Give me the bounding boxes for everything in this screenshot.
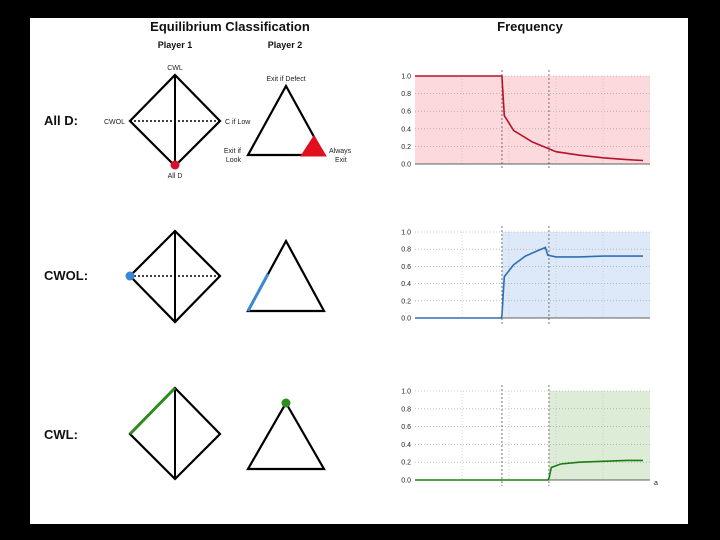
shaded-region xyxy=(548,391,650,480)
y-tick-label: 0.8 xyxy=(401,247,411,254)
player2-header: Player 2 xyxy=(268,40,303,50)
classification-header: Equilibrium Classification xyxy=(150,19,310,34)
cwol-marker xyxy=(125,271,135,281)
cwl-edge-marker xyxy=(128,386,177,436)
row-label-cwol: CWOL: xyxy=(44,268,88,283)
triangle-outline xyxy=(246,400,326,471)
triangle-outline xyxy=(246,238,326,313)
diamond-label-bottom: All D xyxy=(168,173,183,180)
y-tick-label: 0.0 xyxy=(401,316,411,323)
diamond-cwl xyxy=(128,386,222,481)
y-tick-label: 0.0 xyxy=(401,162,411,169)
chart-cwol: 1.0 0.8 0.6 0.4 0.2 0.0 xyxy=(401,226,650,324)
diamond-label-right: C if Low xyxy=(225,119,251,126)
y-tick-label: 0.6 xyxy=(401,109,411,116)
series-line xyxy=(415,75,644,162)
y-tick-label: 0.2 xyxy=(401,144,411,151)
row-label-all-d: All D: xyxy=(44,113,78,128)
row-label-cwl: CWL: xyxy=(44,427,78,442)
diamond-all-d: CWL CWOL C if Low All D xyxy=(104,65,251,180)
always-exit-marker xyxy=(300,135,327,157)
y-tick-label: 0.8 xyxy=(401,91,411,98)
frequency-header: Frequency xyxy=(497,19,564,34)
diamond-label-top: CWL xyxy=(167,65,183,72)
series-line xyxy=(415,246,643,319)
y-tick-label: 0.2 xyxy=(401,298,411,305)
slide: Equilibrium Classification Frequency Pla… xyxy=(30,18,688,524)
triangle-outline xyxy=(246,83,326,157)
x-axis-label: a xyxy=(654,480,658,487)
all-d-marker xyxy=(170,160,180,170)
diamond-cwol xyxy=(125,229,222,324)
y-tick-label: 1.0 xyxy=(401,230,411,237)
shaded-region xyxy=(415,76,650,164)
triangle-cwol xyxy=(246,238,326,313)
triangle-label-left-2: Look xyxy=(226,157,242,164)
y-tick-label: 1.0 xyxy=(401,389,411,396)
triangle-label-right-1: Always xyxy=(329,148,352,155)
y-tick-label: 0.4 xyxy=(401,281,411,288)
player1-header: Player 1 xyxy=(158,40,193,50)
exit-if-look-edge-marker xyxy=(246,273,270,312)
chart-all-d: 1.0 0.8 0.6 0.4 0.2 0.0 xyxy=(401,70,650,170)
triangle-cwl xyxy=(246,398,326,471)
diamond-label-left: CWOL xyxy=(104,119,125,126)
series-line xyxy=(415,459,643,481)
y-tick-label: 0.4 xyxy=(401,442,411,449)
y-tick-label: 1.0 xyxy=(401,74,411,81)
triangle-all-d: Exit if Defect Exit if Look Always Exit xyxy=(224,76,352,164)
triangle-label-right-2: Exit xyxy=(335,157,347,164)
y-tick-label: 0.2 xyxy=(401,460,411,467)
y-tick-label: 0.6 xyxy=(401,424,411,431)
shaded-region xyxy=(501,232,650,318)
y-tick-label: 0.6 xyxy=(401,264,411,271)
triangle-label-top: Exit if Defect xyxy=(266,76,305,83)
exit-if-defect-marker xyxy=(281,398,291,408)
triangle-label-left-1: Exit if xyxy=(224,148,241,155)
y-tick-label: 0.4 xyxy=(401,126,411,133)
figure-canvas: Equilibrium Classification Frequency Pla… xyxy=(44,19,658,487)
y-tick-label: 0.8 xyxy=(401,406,411,413)
chart-cwl: 1.0 0.8 0.6 0.4 0.2 0.0 xyxy=(401,385,650,486)
y-tick-label: 0.0 xyxy=(401,478,411,485)
